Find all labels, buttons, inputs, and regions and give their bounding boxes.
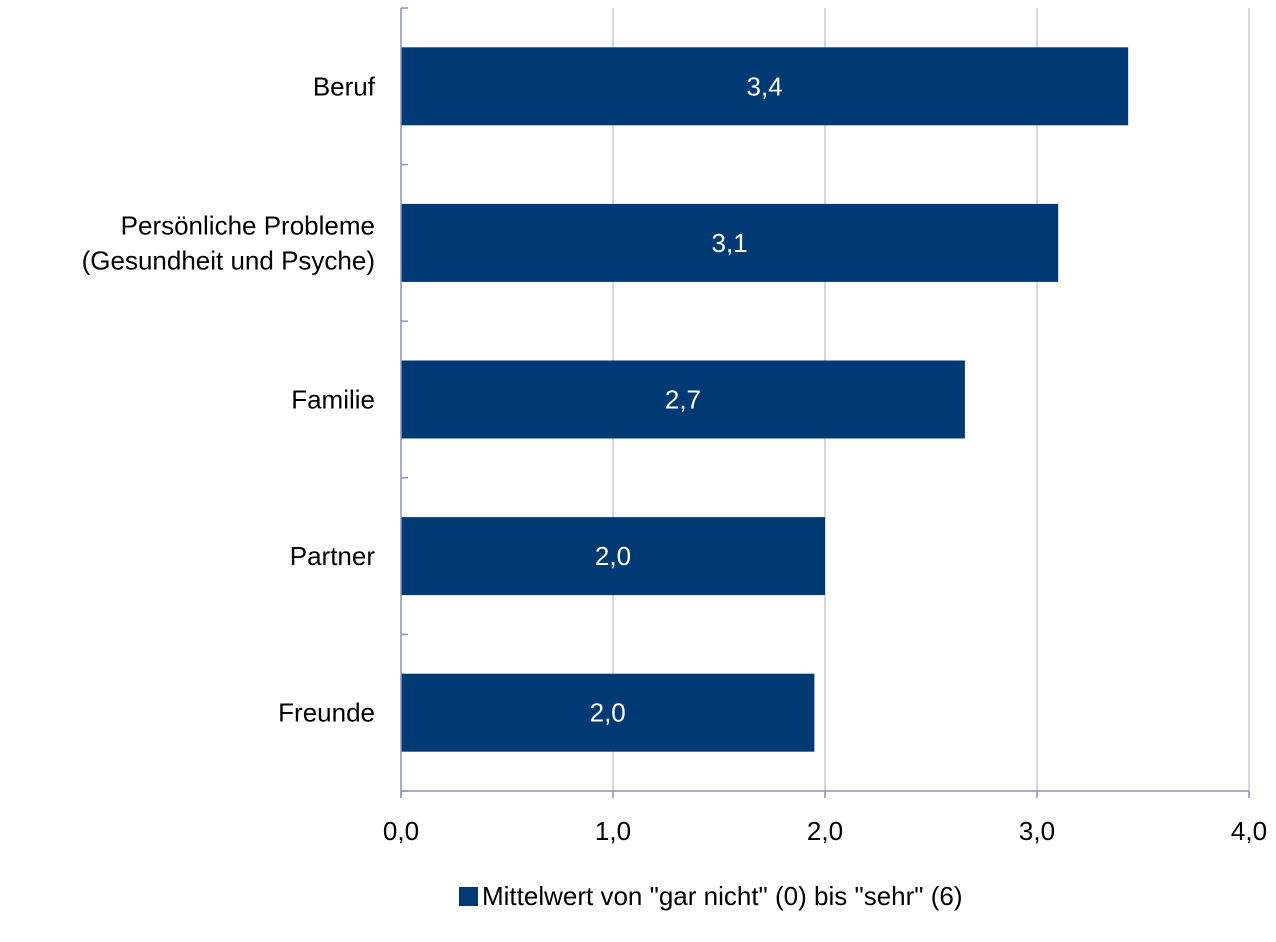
- x-tick-labels: 0,0 1,0 2,0 3,0 4,0: [383, 816, 1267, 846]
- data-label: 2,7: [665, 385, 701, 415]
- category-label: Partner: [290, 541, 376, 571]
- x-tick-label: 4,0: [1231, 816, 1267, 846]
- data-label: 2,0: [595, 541, 631, 571]
- bars: 3,4 3,1 2,7 2,0 2,0: [401, 47, 1129, 752]
- data-label: 3,1: [712, 228, 748, 258]
- bar: [401, 360, 965, 439]
- x-tick-label: 0,0: [383, 816, 419, 846]
- bar: [401, 203, 1059, 282]
- legend: Mittelwert von "gar nicht" (0) bis "sehr…: [459, 881, 963, 911]
- data-label: 3,4: [747, 71, 783, 101]
- category-labels: Beruf Persönliche Probleme (Gesundheit und…: [82, 71, 376, 727]
- category-label: Freunde: [278, 698, 375, 728]
- x-tick-label: 1,0: [595, 816, 631, 846]
- x-tick-label: 3,0: [1019, 816, 1055, 846]
- data-label: 2,0: [590, 698, 626, 728]
- bar: [401, 517, 825, 596]
- category-label: Persönliche Probleme (Gesundheit und Psyc…: [82, 210, 375, 275]
- category-label: Familie: [291, 385, 375, 415]
- category-label: Beruf: [313, 71, 376, 101]
- x-tick-label: 2,0: [807, 816, 843, 846]
- bar: [401, 47, 1129, 126]
- bar: [401, 673, 815, 752]
- legend-swatch: [459, 887, 478, 906]
- axes: [400, 7, 1250, 798]
- legend-label: Mittelwert von "gar nicht" (0) bis "sehr…: [482, 881, 963, 911]
